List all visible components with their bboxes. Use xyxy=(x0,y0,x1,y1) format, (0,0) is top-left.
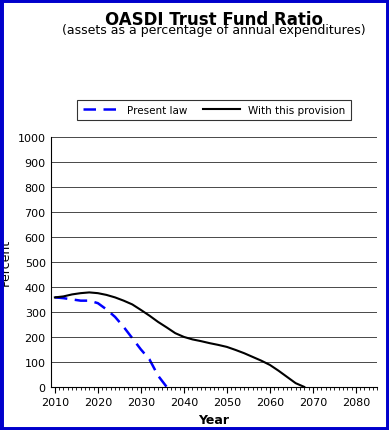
Text: OASDI Trust Fund Ratio: OASDI Trust Fund Ratio xyxy=(105,11,323,29)
Y-axis label: Percent: Percent xyxy=(0,239,12,286)
Text: (assets as a percentage of annual expenditures): (assets as a percentage of annual expend… xyxy=(62,24,366,37)
Legend: Present law, With this provision: Present law, With this provision xyxy=(77,101,350,121)
X-axis label: Year: Year xyxy=(198,413,230,426)
